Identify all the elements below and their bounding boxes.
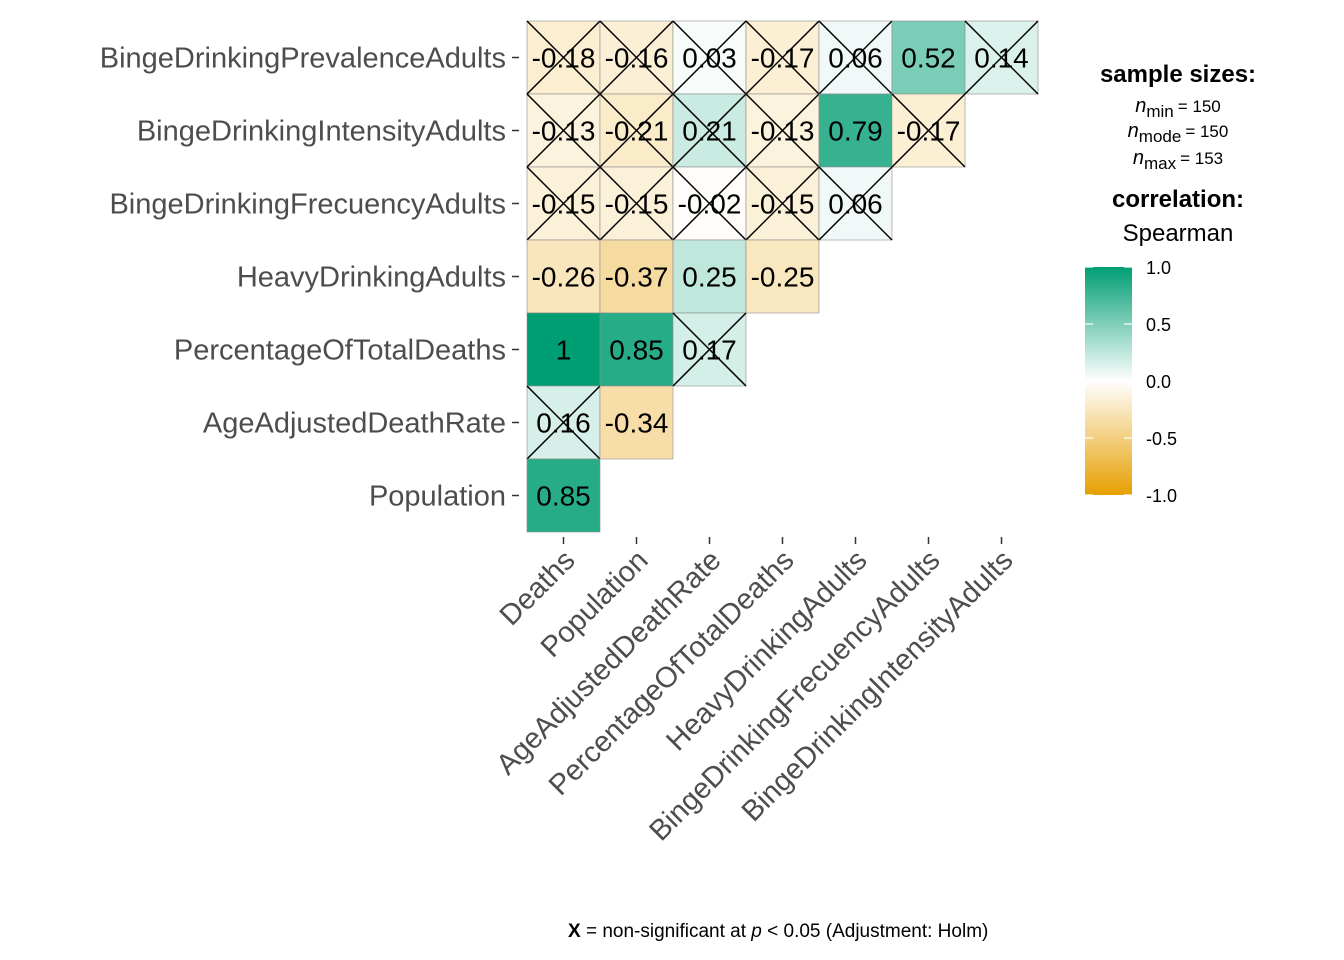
- caption: X = non-significant at p < 0.05 (Adjustm…: [568, 921, 988, 942]
- cell-fill: [599, 385, 674, 460]
- cell-value-label: 0.25: [682, 262, 737, 293]
- legend-sample-sizes: sample sizes: nmin = 150 nmode = 150 nmax =…: [1100, 61, 1256, 173]
- nonsignificant-cross-line: [891, 93, 966, 168]
- nonsignificant-cross-line: [526, 385, 601, 460]
- y-axis-label: Population: [369, 481, 506, 513]
- y-axis-labels: BingeDrinkingPrevalenceAdults BingeDrinki…: [100, 43, 519, 513]
- y-axis-label: BingeDrinkingIntensityAdults: [137, 116, 506, 148]
- correlation-cell: -0.37: [599, 239, 674, 314]
- correlation-cell: -0.15: [526, 166, 601, 241]
- cell-value-label: -0.37: [605, 262, 669, 293]
- correlation-cell: -0.02: [672, 166, 747, 241]
- nonsignificant-cross-line: [599, 166, 674, 241]
- cell-fill: [526, 312, 601, 387]
- correlation-cell: -0.13: [526, 93, 601, 168]
- correlation-cell: 0.25: [672, 239, 747, 314]
- legend-tick-label: 0.0: [1146, 372, 1171, 392]
- correlation-cell: 1: [526, 312, 601, 387]
- y-axis-label: HeavyDrinkingAdults: [237, 262, 506, 294]
- y-axis-label: PercentageOfTotalDeaths: [174, 335, 506, 367]
- cell-fill: [891, 20, 966, 95]
- legend-tick-label: -0.5: [1146, 429, 1177, 449]
- cell-value-label: 0.85: [609, 335, 664, 366]
- nonsignificant-cross-line: [745, 20, 820, 95]
- cell-fill: [599, 312, 674, 387]
- legend-correlation: correlation: Spearman 1.0 0.5 0.0 -0.5 -1.0: [1085, 186, 1244, 506]
- n-max-line: nmax = 153: [1133, 147, 1223, 173]
- correlation-cell: -0.34: [599, 385, 674, 460]
- n-mode-line: nmode = 150: [1128, 120, 1229, 146]
- y-axis-label: BingeDrinkingFrecuencyAdults: [109, 189, 506, 221]
- cell-value-label: 1: [556, 335, 572, 366]
- correlation-cell: -0.17: [891, 93, 966, 168]
- nonsignificant-cross-line: [818, 166, 893, 241]
- cell-value-label: -0.26: [532, 262, 596, 293]
- nonsignificant-cross-line: [599, 93, 674, 168]
- nonsignificant-cross-line: [672, 20, 747, 95]
- legend-tick-label: 1.0: [1146, 258, 1171, 278]
- nonsignificant-cross-line: [672, 312, 747, 387]
- nonsignificant-cross-line: [526, 20, 601, 95]
- cell-value-label: -0.34: [605, 408, 669, 439]
- nonsignificant-cross-line: [818, 20, 893, 95]
- nonsignificant-cross-line: [672, 166, 747, 241]
- correlation-cell: -0.15: [745, 166, 820, 241]
- correlation-cell: 0.79: [818, 93, 893, 168]
- cell-fill: [599, 239, 674, 314]
- nonsignificant-cross-line: [526, 166, 601, 241]
- correlation-cell: -0.21: [599, 93, 674, 168]
- legend-tick-label: 0.5: [1146, 315, 1171, 335]
- correlation-cell: -0.18: [526, 20, 601, 95]
- correlation-cell: -0.16: [599, 20, 674, 95]
- correlation-cell: 0.16: [526, 385, 601, 460]
- correlation-cell: 0.06: [818, 166, 893, 241]
- correlation-cell: 0.21: [672, 93, 747, 168]
- correlation-cell: -0.17: [745, 20, 820, 95]
- cell-value-label: 0.85: [536, 481, 591, 512]
- cell-fill: [526, 458, 601, 533]
- nonsignificant-cross-line: [964, 20, 1039, 95]
- legend-tick-label: -1.0: [1146, 486, 1177, 506]
- nonsignificant-cross-line: [599, 20, 674, 95]
- correlation-cell: -0.26: [526, 239, 601, 314]
- cell-value-label: -0.25: [751, 262, 815, 293]
- cell-fill: [745, 239, 820, 314]
- nonsignificant-cross-line: [672, 93, 747, 168]
- correlation-cell: 0.85: [599, 312, 674, 387]
- n-min-line: nmin = 150: [1135, 95, 1221, 121]
- sample-sizes-title: sample sizes:: [1100, 61, 1256, 88]
- y-axis-label: BingeDrinkingPrevalenceAdults: [100, 43, 506, 75]
- correlation-cell: -0.13: [745, 93, 820, 168]
- color-scale-ticks: 1.0 0.5 0.0 -0.5 -1.0: [1085, 258, 1177, 506]
- correlation-cell: 0.17: [672, 312, 747, 387]
- y-axis-label: AgeAdjustedDeathRate: [203, 408, 506, 440]
- cell-fill: [818, 93, 893, 168]
- correlation-cell: -0.15: [599, 166, 674, 241]
- heatmap-cells: -0.18-0.160.03-0.170.060.520.14-0.13-0.2…: [526, 20, 1039, 533]
- correlation-cell: 0.52: [891, 20, 966, 95]
- cell-value-label: 0.79: [828, 116, 883, 147]
- correlation-cell: 0.03: [672, 20, 747, 95]
- cell-value-label: 0.52: [901, 43, 956, 74]
- correlation-title: correlation:: [1112, 186, 1244, 213]
- nonsignificant-cross-line: [745, 93, 820, 168]
- correlation-method: Spearman: [1123, 220, 1234, 247]
- correlation-cell: -0.25: [745, 239, 820, 314]
- correlation-cell: 0.14: [964, 20, 1039, 95]
- x-axis-labels: DeathsPopulationAgeAdjustedDeathRatePerc…: [490, 537, 1019, 847]
- correlation-cell: 0.06: [818, 20, 893, 95]
- nonsignificant-cross-line: [526, 93, 601, 168]
- nonsignificant-cross-line: [745, 166, 820, 241]
- correlation-cell: 0.85: [526, 458, 601, 533]
